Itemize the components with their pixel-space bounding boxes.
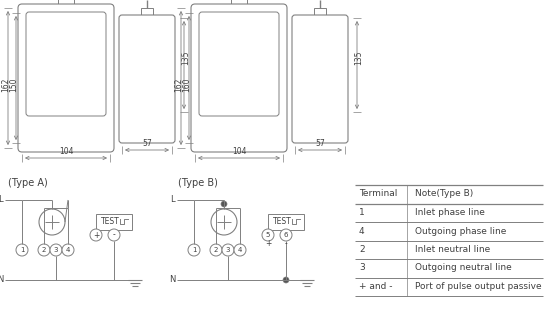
FancyBboxPatch shape bbox=[199, 12, 279, 116]
Text: 57: 57 bbox=[315, 139, 325, 148]
Text: 162: 162 bbox=[174, 78, 184, 92]
Bar bbox=[160, 100, 170, 114]
Text: Outgoing phase line: Outgoing phase line bbox=[415, 227, 507, 235]
Text: L: L bbox=[0, 196, 3, 204]
Circle shape bbox=[62, 244, 74, 256]
Bar bbox=[297, 100, 307, 114]
Text: 135: 135 bbox=[355, 51, 364, 65]
Text: (Type A): (Type A) bbox=[8, 178, 48, 188]
Text: 104: 104 bbox=[59, 147, 73, 156]
Text: -: - bbox=[113, 230, 116, 240]
Circle shape bbox=[16, 244, 28, 256]
Circle shape bbox=[59, 126, 73, 140]
Text: +: + bbox=[265, 240, 271, 248]
Text: 162: 162 bbox=[2, 78, 10, 92]
Text: 2: 2 bbox=[42, 247, 46, 253]
Text: 135: 135 bbox=[182, 51, 190, 65]
Circle shape bbox=[280, 229, 292, 241]
Circle shape bbox=[262, 229, 274, 241]
Text: L: L bbox=[170, 196, 175, 204]
FancyBboxPatch shape bbox=[26, 12, 106, 116]
Circle shape bbox=[246, 68, 256, 78]
Circle shape bbox=[188, 244, 200, 256]
Text: 6: 6 bbox=[284, 232, 288, 238]
Circle shape bbox=[90, 229, 102, 241]
Bar bbox=[231, 0, 247, 8]
Text: Inlet phase line: Inlet phase line bbox=[415, 208, 485, 217]
Bar bbox=[210, 21, 268, 39]
Text: N: N bbox=[169, 275, 175, 285]
Circle shape bbox=[232, 126, 246, 140]
Circle shape bbox=[211, 209, 237, 235]
Circle shape bbox=[38, 244, 50, 256]
Circle shape bbox=[221, 201, 227, 207]
Circle shape bbox=[50, 244, 62, 256]
Circle shape bbox=[222, 244, 234, 256]
Circle shape bbox=[234, 244, 246, 256]
Text: 5: 5 bbox=[266, 232, 270, 238]
Circle shape bbox=[234, 68, 244, 78]
Bar bbox=[37, 21, 95, 39]
Circle shape bbox=[69, 68, 79, 78]
Bar bbox=[295, 112, 345, 140]
Circle shape bbox=[39, 209, 65, 235]
Text: 4: 4 bbox=[359, 227, 365, 235]
Text: 160: 160 bbox=[183, 78, 191, 93]
Text: Outgoing neutral line: Outgoing neutral line bbox=[415, 263, 512, 273]
Bar bbox=[333, 100, 343, 114]
FancyBboxPatch shape bbox=[191, 4, 287, 152]
Text: 3: 3 bbox=[226, 247, 230, 253]
Bar bbox=[96, 214, 132, 230]
Bar bbox=[122, 112, 172, 140]
Bar bbox=[141, 8, 153, 18]
Text: 57: 57 bbox=[142, 139, 152, 148]
Circle shape bbox=[222, 68, 232, 78]
Text: 3: 3 bbox=[54, 247, 58, 253]
Text: 150: 150 bbox=[9, 78, 19, 93]
Text: Note(Type B): Note(Type B) bbox=[415, 189, 473, 199]
Text: 3: 3 bbox=[359, 263, 365, 273]
Text: Port of pulse output passive: Port of pulse output passive bbox=[415, 282, 542, 291]
Text: N: N bbox=[0, 275, 3, 285]
Circle shape bbox=[53, 68, 63, 78]
Text: -: - bbox=[285, 240, 287, 248]
Text: (Type B): (Type B) bbox=[178, 178, 218, 188]
Bar bbox=[268, 214, 304, 230]
Circle shape bbox=[108, 229, 120, 241]
Circle shape bbox=[283, 277, 289, 283]
Text: 4: 4 bbox=[238, 247, 242, 253]
Text: + and -: + and - bbox=[359, 282, 393, 291]
Bar bbox=[195, 118, 283, 148]
Bar bbox=[22, 118, 110, 148]
Text: Inlet neutral line: Inlet neutral line bbox=[415, 245, 490, 254]
FancyBboxPatch shape bbox=[292, 15, 348, 143]
Text: 1: 1 bbox=[192, 247, 196, 253]
Text: 2: 2 bbox=[214, 247, 218, 253]
Text: +: + bbox=[93, 230, 99, 240]
Text: TEST: TEST bbox=[273, 217, 292, 227]
Text: 4: 4 bbox=[66, 247, 70, 253]
Bar bbox=[314, 8, 326, 18]
Text: 2: 2 bbox=[359, 245, 365, 254]
Bar bbox=[124, 100, 134, 114]
Text: 104: 104 bbox=[232, 147, 246, 156]
Circle shape bbox=[210, 244, 222, 256]
Text: 1: 1 bbox=[359, 208, 365, 217]
Text: Terminal: Terminal bbox=[359, 189, 397, 199]
Text: TEST: TEST bbox=[101, 217, 120, 227]
Bar bbox=[58, 0, 74, 8]
FancyBboxPatch shape bbox=[119, 15, 175, 143]
FancyBboxPatch shape bbox=[18, 4, 114, 152]
Text: 1: 1 bbox=[20, 247, 24, 253]
